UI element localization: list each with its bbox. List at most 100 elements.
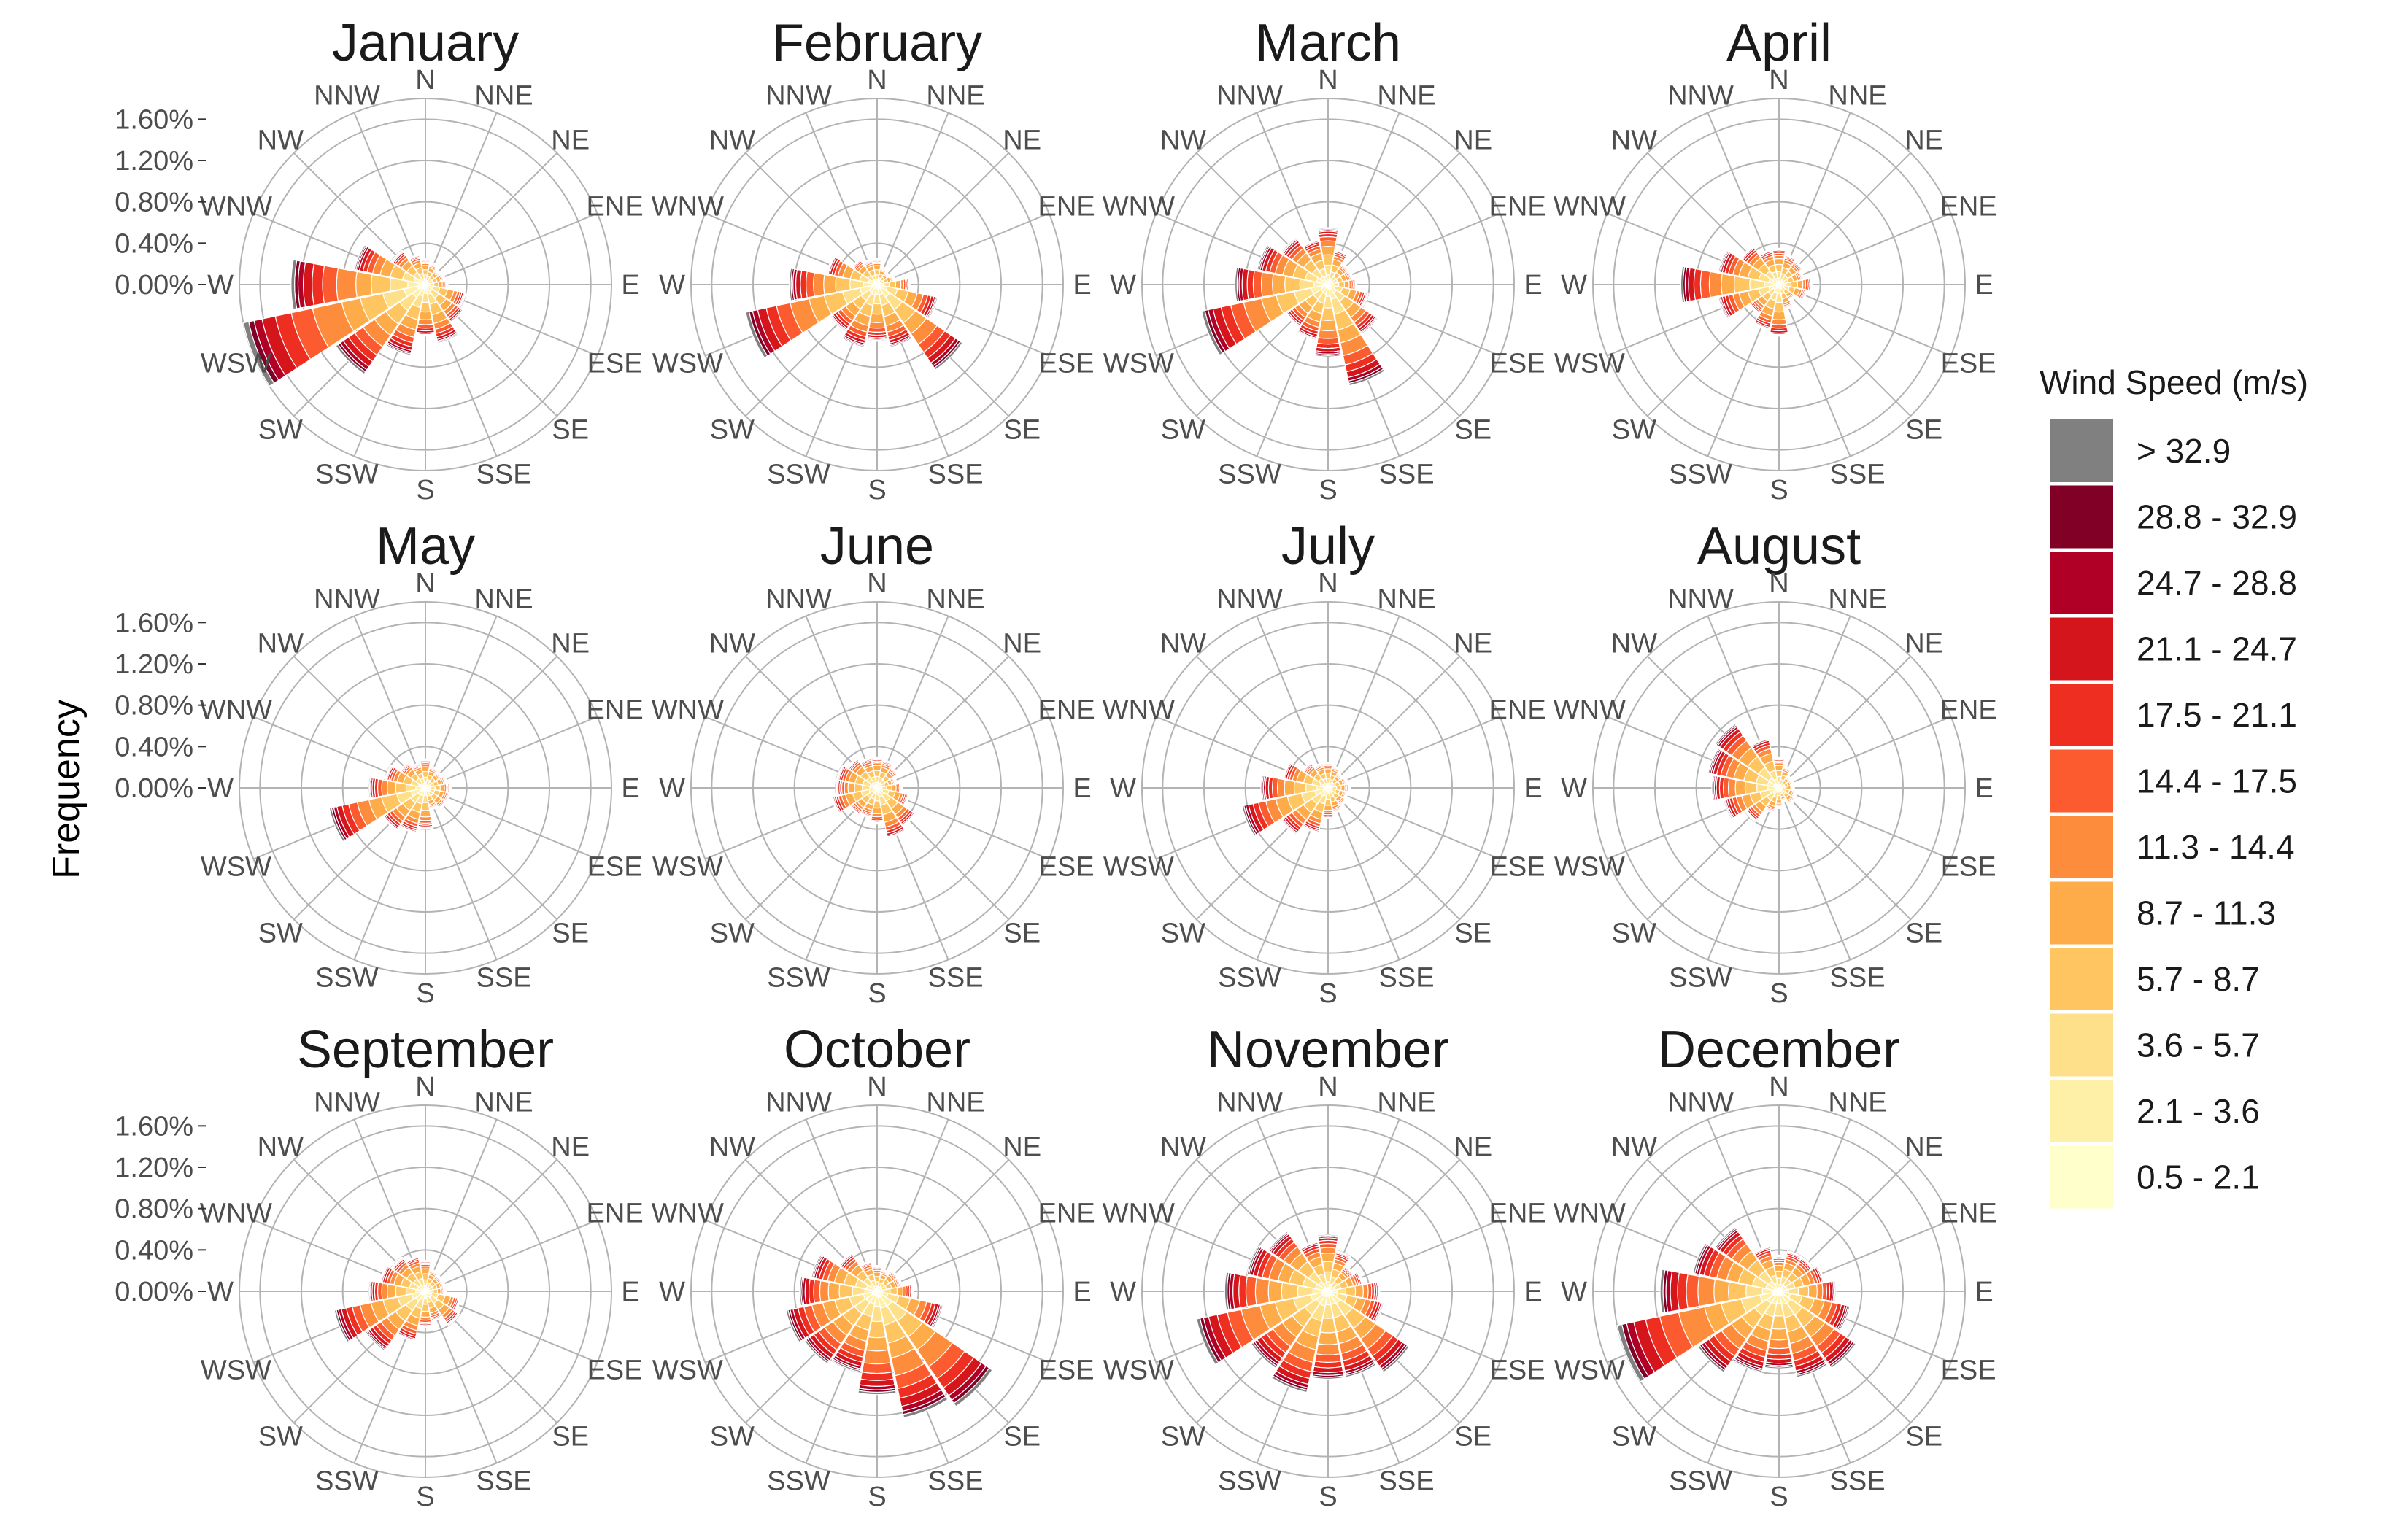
wind-bar-e (1797, 1285, 1810, 1298)
wind-bar-w (813, 272, 825, 297)
wind-bar-ene (1357, 1271, 1365, 1285)
direction-label: S (1319, 1482, 1337, 1512)
legend-title: Wind Speed (m/s) (2040, 363, 2308, 401)
direction-label: SSW (767, 1466, 830, 1497)
direction-label: NNE (926, 80, 984, 111)
direction-label: WSW (652, 852, 723, 883)
wind-bar-s (860, 1371, 895, 1381)
radial-tick-label: 0.80% (115, 1194, 193, 1225)
wind-bar-nnw (1302, 238, 1319, 247)
wind-bar-wsw (1196, 1318, 1219, 1366)
wind-bar-sse (902, 1396, 949, 1418)
direction-label: ENE (1940, 1198, 1997, 1229)
wind-bar-s (1764, 1365, 1794, 1369)
wind-bar-se (902, 813, 916, 827)
grid-spoke (876, 1119, 949, 1292)
legend-swatch (2050, 1080, 2113, 1142)
direction-label: WSW (201, 852, 271, 883)
wind-bar-s (870, 822, 884, 825)
wind-bar-s (1769, 1328, 1789, 1341)
direction-label: SSE (928, 963, 984, 994)
legend-swatch (2050, 684, 2113, 746)
direction-label: ESE (587, 349, 643, 379)
direction-label: WNW (200, 695, 272, 725)
direction-label: W (207, 270, 234, 301)
grid-spoke (425, 1219, 598, 1292)
direction-label: E (621, 773, 639, 804)
direction-label: NE (551, 628, 590, 659)
wind-bar-e (1377, 1281, 1381, 1301)
wind-bar-nw (838, 1252, 852, 1266)
direction-label: WSW (1103, 852, 1174, 883)
direction-label: SSE (1379, 963, 1435, 994)
wind-bar-e (1355, 279, 1358, 290)
direction-label: SSE (476, 460, 532, 490)
wind-bar-w (322, 265, 339, 304)
direction-label: NNE (1828, 584, 1886, 614)
direction-label: NW (258, 628, 304, 659)
direction-label: SE (1003, 1422, 1041, 1452)
direction-label: ESE (1039, 852, 1095, 883)
wind-bar-n (420, 258, 431, 260)
wind-bar-ese (458, 292, 467, 308)
wind-bar-w (1272, 274, 1286, 295)
wind-bar-sse (1783, 305, 1794, 311)
direction-label: NNW (1667, 80, 1734, 111)
wind-bar-n (1773, 1264, 1785, 1272)
wind-bar-ene (441, 272, 447, 281)
grid-spoke (425, 616, 498, 789)
direction-label: WNW (1554, 191, 1626, 222)
wind-bar-sse (887, 829, 906, 840)
direction-label: SE (1003, 415, 1041, 446)
direction-label: WNW (1554, 1198, 1626, 1229)
legend-label: 21.1 - 24.7 (2137, 630, 2297, 668)
wind-bar-s (420, 1310, 431, 1318)
wind-bar-n (1316, 1234, 1340, 1237)
wind-bar-ssw (1296, 330, 1317, 341)
wind-bar-ese (1837, 1305, 1851, 1331)
wind-bar-s (1316, 337, 1340, 345)
direction-label: SSE (1379, 1466, 1435, 1497)
wind-bar-e (901, 782, 904, 794)
direction-label: SSW (1218, 1466, 1281, 1497)
wind-bar-s (1321, 817, 1335, 820)
wind-bar-nw (846, 757, 858, 769)
wind-bar-w (381, 1283, 389, 1300)
legend: Wind Speed (m/s) > 32.9 28.8 - 32.9 24.7 -… (2040, 363, 2308, 1209)
direction-label: NW (1160, 125, 1206, 155)
direction-label: NE (551, 125, 590, 155)
radial-tick-label: 0.00% (115, 773, 193, 804)
wind-bar-nnw (1750, 736, 1770, 746)
direction-label: NNW (1667, 584, 1734, 614)
direction-label: WSW (652, 1355, 723, 1386)
wind-bar-nw (390, 1256, 404, 1269)
wind-bar-ssw (399, 825, 417, 835)
wind-bar-w (1224, 1272, 1230, 1311)
panel-title: August (1697, 517, 1861, 576)
wind-bar-w (336, 267, 358, 302)
legend-label: 2.1 - 3.6 (2137, 1092, 2260, 1130)
wind-bar-sw (335, 344, 366, 375)
radial-tick-label: 0.80% (115, 187, 193, 218)
grid-spoke (425, 1158, 558, 1292)
wind-bar-sw (365, 1331, 386, 1352)
wind-bar-s (1323, 804, 1333, 811)
direction-label: W (1110, 773, 1136, 804)
wind-bar-e (444, 1287, 447, 1296)
direction-label: NW (709, 628, 755, 659)
wind-bar-wsw (1241, 805, 1257, 837)
wind-bar-nne (881, 1268, 890, 1274)
direction-label: E (1073, 270, 1091, 301)
grid-spoke (1778, 787, 1851, 960)
direction-label: ENE (1940, 191, 1997, 222)
direction-label: N (415, 65, 435, 96)
grid-spoke (1327, 787, 1461, 921)
direction-label: WNW (1554, 695, 1626, 725)
grid-spoke (1778, 284, 1912, 417)
wind-bar-s (1314, 353, 1342, 357)
